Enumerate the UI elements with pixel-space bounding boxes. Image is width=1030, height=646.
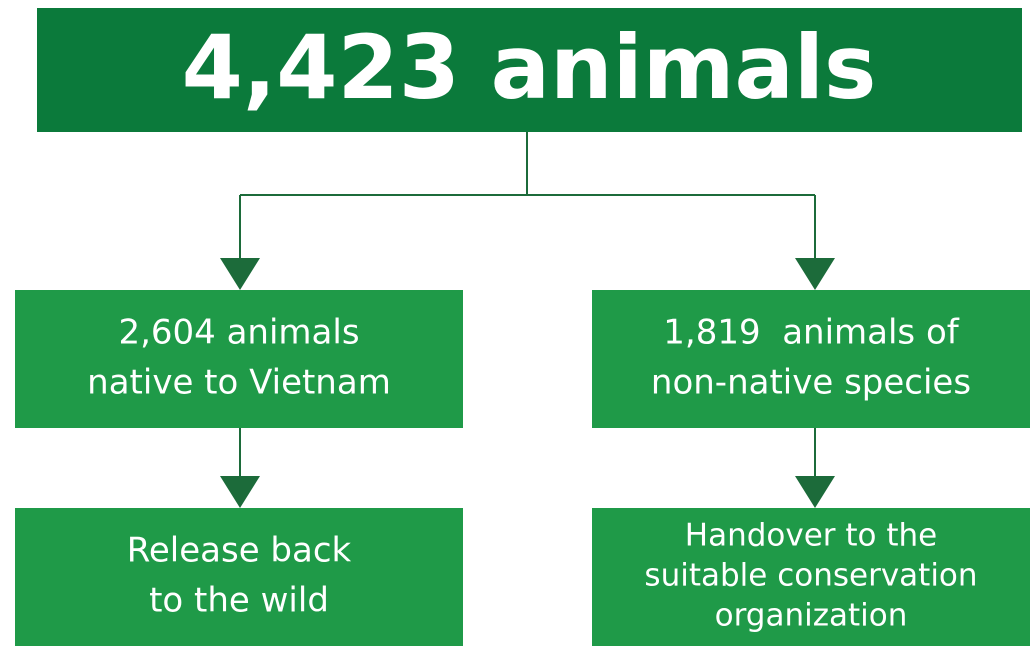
top-title: 4,423 animals bbox=[182, 16, 877, 119]
node-label: 1,819 animals of bbox=[663, 313, 960, 353]
arrowheads bbox=[220, 258, 835, 508]
node-box bbox=[15, 290, 463, 428]
node-label: Release back bbox=[127, 531, 352, 571]
node-label: Handover to the bbox=[685, 518, 937, 554]
node-label: 2,604 animals bbox=[118, 313, 359, 353]
node-label: suitable conservation bbox=[644, 558, 977, 594]
node-label: organization bbox=[715, 598, 908, 634]
arrowhead bbox=[220, 476, 260, 508]
arrowhead bbox=[795, 476, 835, 508]
node-label: to the wild bbox=[149, 581, 329, 621]
arrowhead bbox=[220, 258, 260, 290]
arrowhead bbox=[795, 258, 835, 290]
node-box bbox=[15, 508, 463, 646]
node-box bbox=[592, 290, 1030, 428]
node-labels: 2,604 animals native to Vietnam 1,819 anim… bbox=[87, 313, 977, 634]
node-box bbox=[592, 508, 1030, 646]
node-label: native to Vietnam bbox=[87, 363, 391, 403]
node-label: non-native species bbox=[651, 363, 971, 403]
connectors bbox=[239, 132, 816, 478]
top-box bbox=[37, 8, 1022, 132]
